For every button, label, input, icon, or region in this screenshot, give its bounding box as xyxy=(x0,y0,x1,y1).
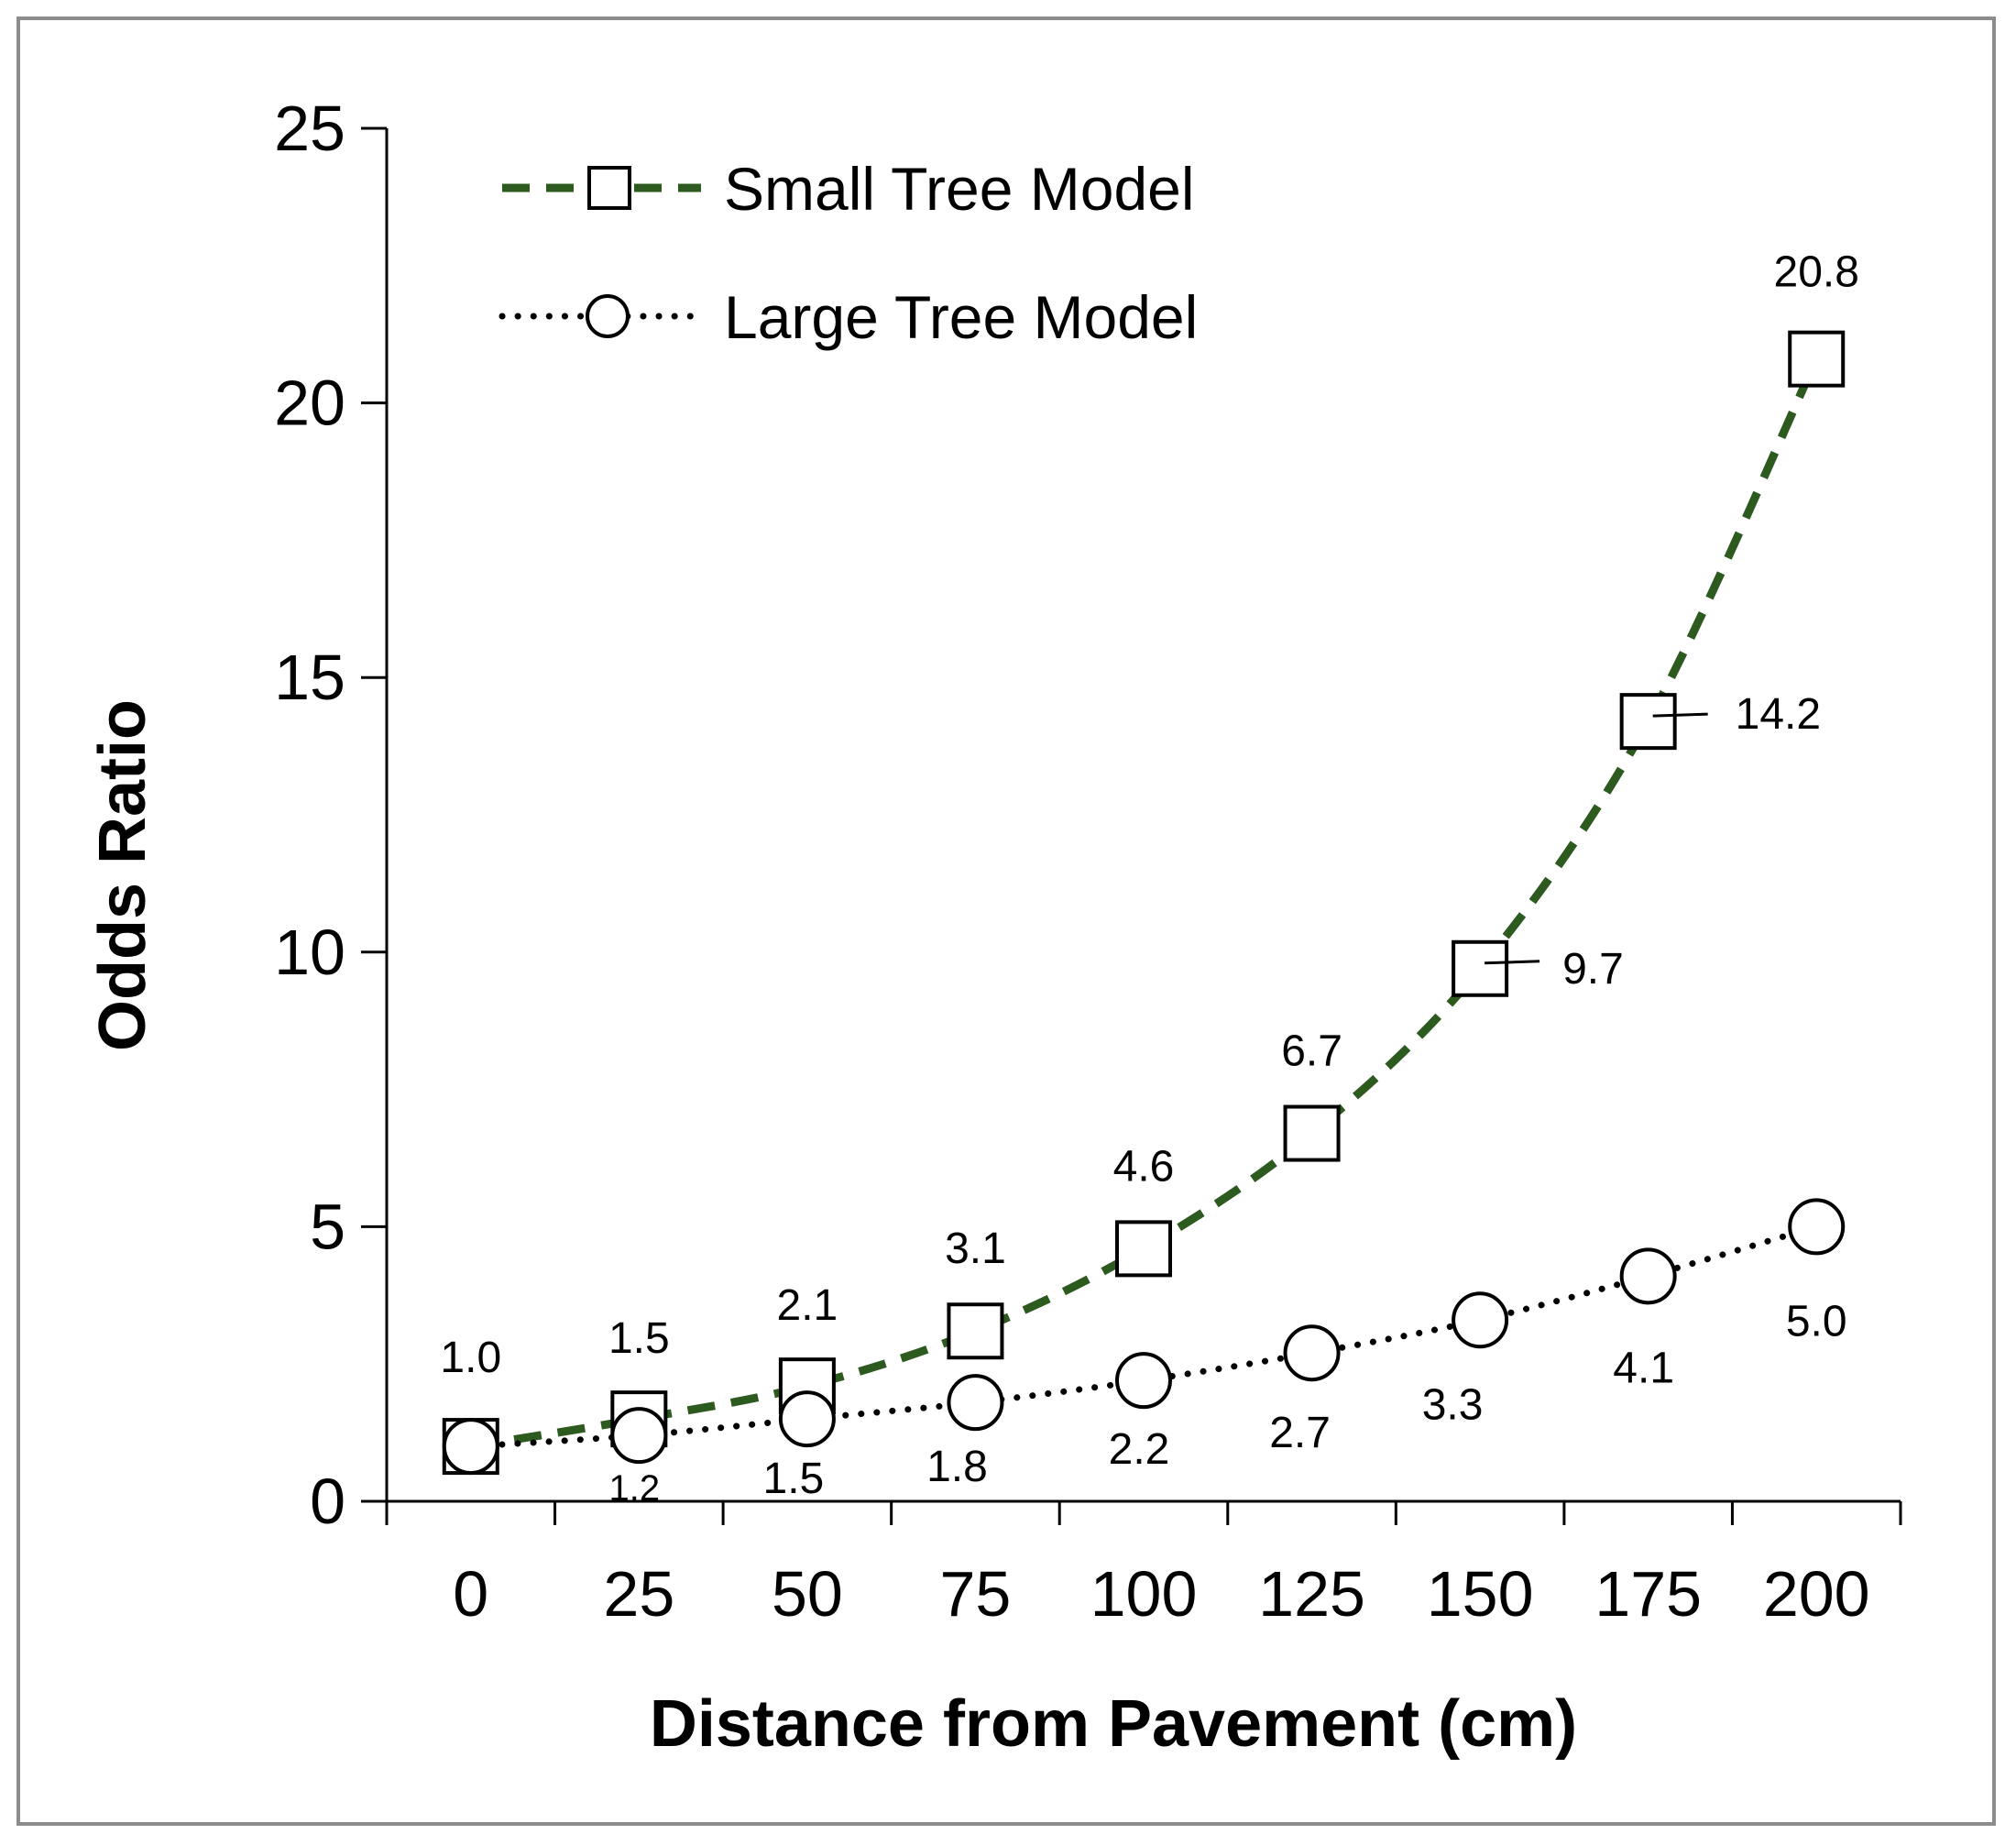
y-tick-label: 5 xyxy=(310,1191,345,1262)
y-tick-label: 0 xyxy=(310,1466,345,1537)
small-tree-value-label: 4.6 xyxy=(1113,1142,1175,1191)
large-tree-value-label: 1.8 xyxy=(926,1443,988,1491)
y-axis-title: Odds Ratio xyxy=(86,699,159,1051)
small-tree-value-label: 3.1 xyxy=(945,1225,1006,1273)
small-tree-value-label: 1.5 xyxy=(608,1314,670,1363)
small-tree-value-label: 20.8 xyxy=(1774,248,1859,297)
axes: 0 5 10 15 20 25 0 25 50 75 100 125 150 175 200 xyxy=(274,93,1902,1630)
large-tree-value-label: 3.3 xyxy=(1422,1380,1484,1429)
small-tree-value-label: 14.2 xyxy=(1736,690,1821,739)
small-tree-value-label: 6.7 xyxy=(1281,1027,1342,1076)
large-tree-point xyxy=(1452,1291,1509,1349)
series-line-small-tree xyxy=(470,357,1821,1451)
large-tree-point xyxy=(778,1390,836,1448)
x-tick-label: 175 xyxy=(1594,1558,1702,1630)
small-tree-point xyxy=(1788,330,1846,388)
small-tree-value-label: 2.1 xyxy=(777,1281,838,1330)
small-tree-point xyxy=(1283,1104,1341,1162)
legend-label: Small Tree Model xyxy=(724,155,1195,223)
large-tree-point xyxy=(610,1407,668,1465)
small-tree-point xyxy=(1115,1220,1172,1278)
small-tree-value-label: 9.7 xyxy=(1562,945,1624,994)
x-tick-label: 25 xyxy=(603,1558,674,1630)
large-tree-point xyxy=(1115,1352,1172,1410)
legend-square-marker xyxy=(587,166,631,210)
large-tree-point xyxy=(1283,1324,1341,1382)
large-tree-value-label: 2.2 xyxy=(1109,1425,1170,1474)
x-tick-label: 50 xyxy=(772,1558,843,1630)
y-tick-label: 20 xyxy=(274,368,345,439)
legend: Small Tree Model Large Tree Model xyxy=(499,155,1198,351)
large-tree-value-label: 5.0 xyxy=(1786,1297,1847,1345)
x-tick-label: 75 xyxy=(940,1558,1012,1630)
large-tree-value-label: 1.5 xyxy=(763,1455,825,1503)
legend-circle-marker xyxy=(586,294,630,338)
y-tick-label: 10 xyxy=(274,917,345,988)
large-tree-value-label: 2.7 xyxy=(1269,1409,1331,1457)
large-tree-point xyxy=(1619,1247,1677,1305)
large-tree-value-label: 1.2 xyxy=(609,1468,661,1509)
small-tree-point xyxy=(947,1302,1004,1360)
data-label-leader xyxy=(1652,712,1708,718)
small-tree-point xyxy=(1619,693,1677,751)
data-label-leader xyxy=(1485,960,1540,965)
x-tick-label: 125 xyxy=(1258,1558,1365,1630)
y-tick-label: 15 xyxy=(274,642,345,713)
x-tick-label: 0 xyxy=(453,1558,488,1630)
small-tree-point xyxy=(1452,939,1509,997)
legend-label: Large Tree Model xyxy=(724,283,1198,351)
large-tree-point xyxy=(442,1418,499,1476)
chart-frame xyxy=(16,16,1996,1826)
small-tree-value-label: 1.0 xyxy=(440,1334,501,1382)
x-axis-title: Distance from Pavement (cm) xyxy=(650,1687,1577,1761)
series-lines xyxy=(467,357,1821,1451)
x-tick-label: 100 xyxy=(1090,1558,1198,1630)
large-tree-point xyxy=(1788,1198,1846,1256)
large-tree-point xyxy=(947,1374,1004,1432)
data-labels: 1.0 1.5 2.1 3.1 4.6 6.7 9.7 14.2 20.8 1.2 1.5 1.8 2.… xyxy=(440,248,1859,1509)
y-tick-label: 25 xyxy=(274,93,345,164)
large-tree-value-label: 4.1 xyxy=(1613,1344,1674,1392)
markers xyxy=(442,330,1846,1476)
x-tick-label: 150 xyxy=(1427,1558,1534,1630)
x-tick-label: 200 xyxy=(1763,1558,1870,1630)
